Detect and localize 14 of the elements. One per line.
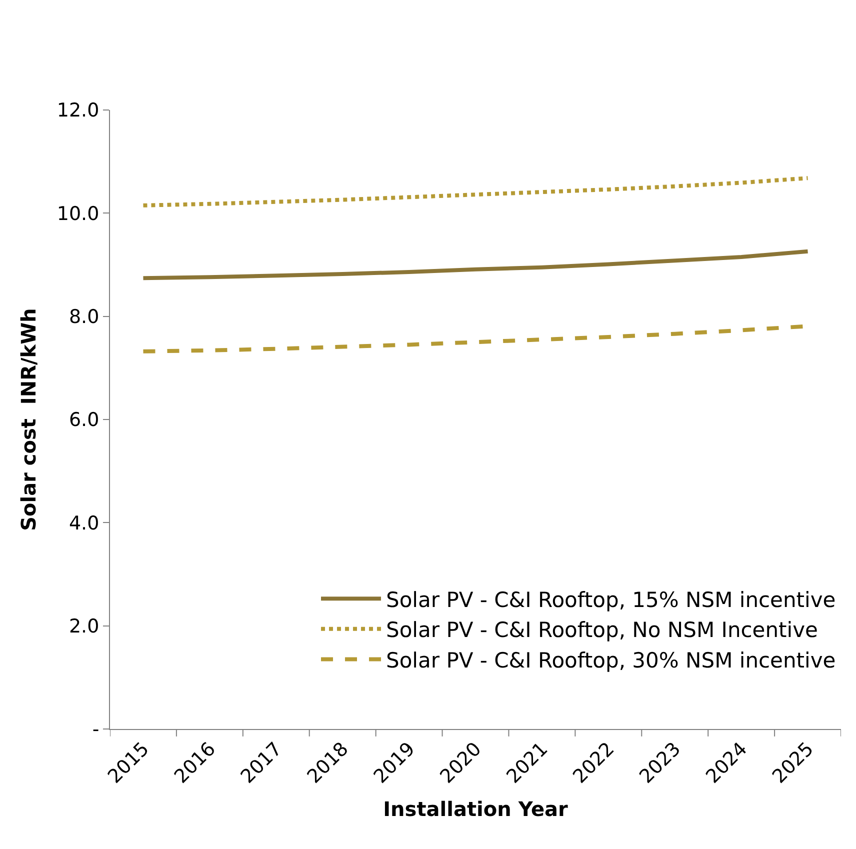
y-tick-label: 12.0 bbox=[56, 100, 100, 122]
y-tick-label: 6.0 bbox=[68, 409, 100, 432]
legend-label: Solar PV - C&I Rooftop, 15% NSM incentive bbox=[386, 588, 836, 612]
y-tick-label: - bbox=[92, 718, 100, 741]
legend-label: Solar PV - C&I Rooftop, 30% NSM incentive bbox=[386, 648, 836, 672]
y-tick-label: 8.0 bbox=[68, 306, 100, 328]
y-tick-label: 2.0 bbox=[68, 615, 100, 638]
x-axis-title: Installation Year bbox=[383, 797, 568, 822]
line-series bbox=[141, 176, 810, 208]
line-series bbox=[141, 249, 810, 280]
legend-label: Solar PV - C&I Rooftop, No NSM Incentive bbox=[386, 618, 818, 642]
y-tick-label: 10.0 bbox=[56, 202, 100, 225]
y-axis-title: Solar cost INR/kWh bbox=[16, 308, 40, 531]
y-tick-label: 4.0 bbox=[68, 512, 100, 534]
